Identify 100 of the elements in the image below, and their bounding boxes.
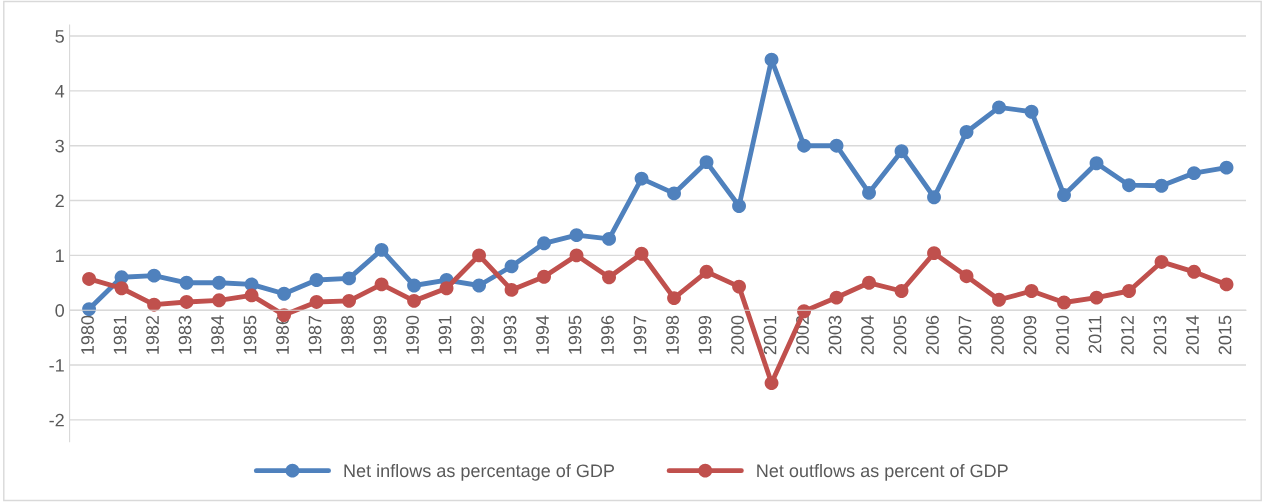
x-tick-label: 1983 [178, 315, 192, 354]
point [147, 268, 162, 283]
x-tick-label: 2015 [1218, 315, 1232, 355]
x-tick-label: 2007 [958, 315, 972, 355]
x-tick-label: 2010 [1056, 315, 1069, 355]
point [1024, 104, 1039, 119]
point [277, 286, 292, 301]
point [634, 246, 649, 261]
point [114, 281, 129, 296]
x-tick-label: 2008 [991, 315, 1004, 355]
point [1122, 284, 1136, 298]
point [829, 138, 844, 153]
point [439, 281, 454, 296]
y-tick-label: -1 [49, 359, 64, 372]
legend-label: Net outflows as percent of GDP [757, 463, 1008, 481]
x-tick-label: 1995 [568, 315, 582, 354]
legend-label: Net inflows as percentage of GDP [344, 463, 615, 481]
x-tick-label: 1982 [146, 315, 159, 354]
point [699, 264, 714, 279]
x-tick-label: 2005 [893, 315, 907, 355]
point [504, 259, 519, 274]
point [1187, 264, 1201, 279]
x-tick-label: 2001 [763, 315, 777, 355]
point [797, 138, 811, 153]
y-tick-label: 1 [56, 249, 64, 262]
x-tick-label: 1991 [438, 315, 452, 354]
point [927, 190, 941, 205]
x-tick-label: 2003 [828, 315, 842, 355]
point [699, 155, 714, 170]
x-tick-label: 2011 [1088, 315, 1102, 353]
point [1057, 188, 1071, 202]
x-tick-label: 2013 [1153, 315, 1167, 355]
point [1154, 254, 1169, 269]
point [1122, 178, 1136, 193]
point [1057, 295, 1071, 310]
y-tick-label: -2 [49, 413, 64, 427]
x-tick-label: 2006 [926, 315, 939, 355]
y-tick-label: 5 [55, 30, 64, 43]
point [602, 270, 616, 285]
point [407, 293, 421, 308]
x-tick-label: 1981 [113, 315, 127, 354]
point [1089, 290, 1104, 305]
x-tick-label: 1988 [341, 315, 354, 354]
x-tick-label: 2012 [1121, 315, 1134, 355]
point [537, 236, 551, 251]
point [1219, 160, 1234, 175]
x-tick-label: 1987 [308, 315, 322, 354]
y-tick-label: 2 [55, 194, 64, 208]
x-tick-label: 2014 [1186, 315, 1199, 355]
point [212, 293, 227, 308]
point [374, 277, 389, 292]
x-tick-label: 1993 [503, 315, 517, 354]
point [569, 248, 584, 263]
point [829, 290, 844, 305]
point [1154, 178, 1169, 193]
y-tick-label: 3 [55, 139, 64, 153]
point [212, 275, 227, 290]
x-tick-label: 2000 [731, 315, 744, 355]
point [1089, 156, 1104, 171]
point [862, 275, 876, 290]
x-tick-label: 1994 [536, 315, 549, 354]
point [342, 293, 357, 308]
point [1219, 277, 1234, 292]
point [537, 269, 551, 284]
point [1187, 166, 1201, 181]
point [472, 278, 486, 293]
point [764, 376, 779, 391]
x-tick-label: 1990 [406, 315, 419, 354]
point [472, 248, 486, 263]
point [147, 297, 162, 312]
x-tick-label: 2009 [1023, 315, 1037, 355]
point [1024, 284, 1039, 298]
point [569, 228, 584, 243]
point [179, 275, 194, 290]
point [927, 246, 941, 261]
x-tick-label: 1998 [666, 315, 679, 354]
point [342, 271, 357, 286]
point [504, 282, 519, 297]
point [992, 292, 1006, 307]
x-tick-label: 1999 [698, 315, 712, 354]
x-tick-label: 1980 [81, 315, 94, 354]
point [309, 273, 324, 287]
point [602, 231, 616, 246]
point [82, 271, 97, 286]
x-tick-label: 1997 [633, 315, 647, 354]
x-tick-label: 1985 [243, 315, 257, 354]
point [244, 288, 259, 303]
x-tick-label: 1992 [471, 315, 484, 354]
point [667, 186, 681, 201]
y-tick-label: 0 [55, 304, 65, 317]
point [179, 295, 194, 309]
point [894, 284, 909, 298]
y-tick-label: 4 [55, 85, 65, 98]
point [667, 291, 681, 306]
point [959, 125, 974, 139]
x-tick-label: 1984 [211, 315, 224, 354]
point [764, 52, 779, 67]
point [959, 269, 974, 284]
x-tick-label: 2004 [861, 315, 874, 355]
point [407, 278, 421, 293]
